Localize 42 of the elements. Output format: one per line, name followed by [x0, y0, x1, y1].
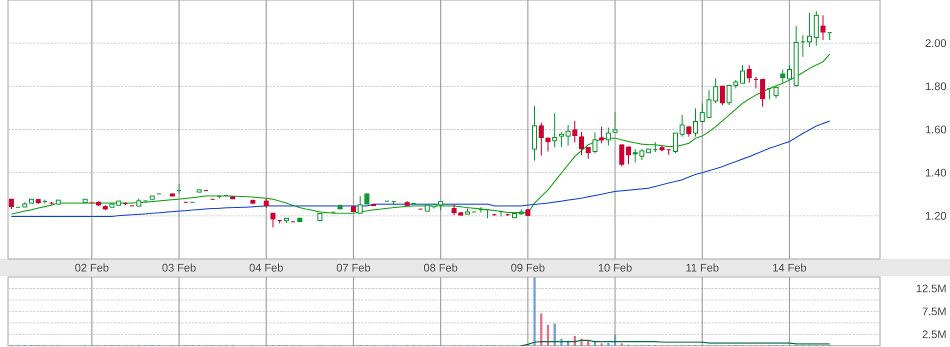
candlestick	[358, 195, 363, 214]
candlestick	[774, 86, 779, 99]
candlestick	[612, 112, 618, 134]
x-tick-label: 14 Feb	[773, 264, 806, 272]
x-tick-label: 09 Feb	[511, 264, 545, 272]
candlestick	[720, 86, 725, 106]
candlestick	[592, 132, 598, 154]
x-tick-label: 03 Feb	[162, 264, 196, 272]
y-tick-label: 1.80	[926, 82, 946, 90]
candlestick	[807, 12, 812, 48]
candlestick	[552, 112, 558, 148]
candlestick	[606, 127, 611, 146]
candlestick	[364, 193, 370, 204]
candlestick	[8, 198, 14, 210]
candlestick	[538, 122, 544, 156]
candlestick	[760, 78, 766, 108]
x-tick-label: 07 Feb	[336, 264, 370, 272]
candlestick	[270, 212, 276, 228]
y-tick-label: 12.5M	[916, 284, 946, 292]
candlestick	[726, 84, 732, 106]
y-tick-label: 2.5M	[922, 330, 946, 338]
candlestick	[532, 105, 538, 162]
candlestick	[545, 138, 550, 152]
y-tick-label: 1.60	[926, 126, 946, 134]
candlestick	[452, 204, 457, 216]
candlestick	[632, 148, 638, 164]
x-tick-label: 10 Feb	[598, 264, 632, 272]
candlestick	[264, 198, 269, 208]
y-tick-label: 1.40	[926, 168, 946, 177]
candlestick	[820, 14, 826, 41]
candlestick	[572, 120, 578, 143]
x-tick-label: 08 Feb	[424, 264, 458, 272]
candlestick	[746, 64, 752, 84]
x-tick-label: 04 Feb	[250, 264, 283, 272]
candlestick	[686, 126, 692, 138]
candlestick	[599, 126, 604, 144]
x-tick-label: 11 Feb	[686, 264, 718, 272]
y-tick-label: 2.00	[926, 39, 946, 48]
x-tick-label: 02 Feb	[75, 264, 108, 272]
candlestick	[814, 10, 819, 46]
y-tick-label: 1.20	[926, 212, 946, 220]
y-tick-label: 7.5M	[922, 308, 946, 316]
